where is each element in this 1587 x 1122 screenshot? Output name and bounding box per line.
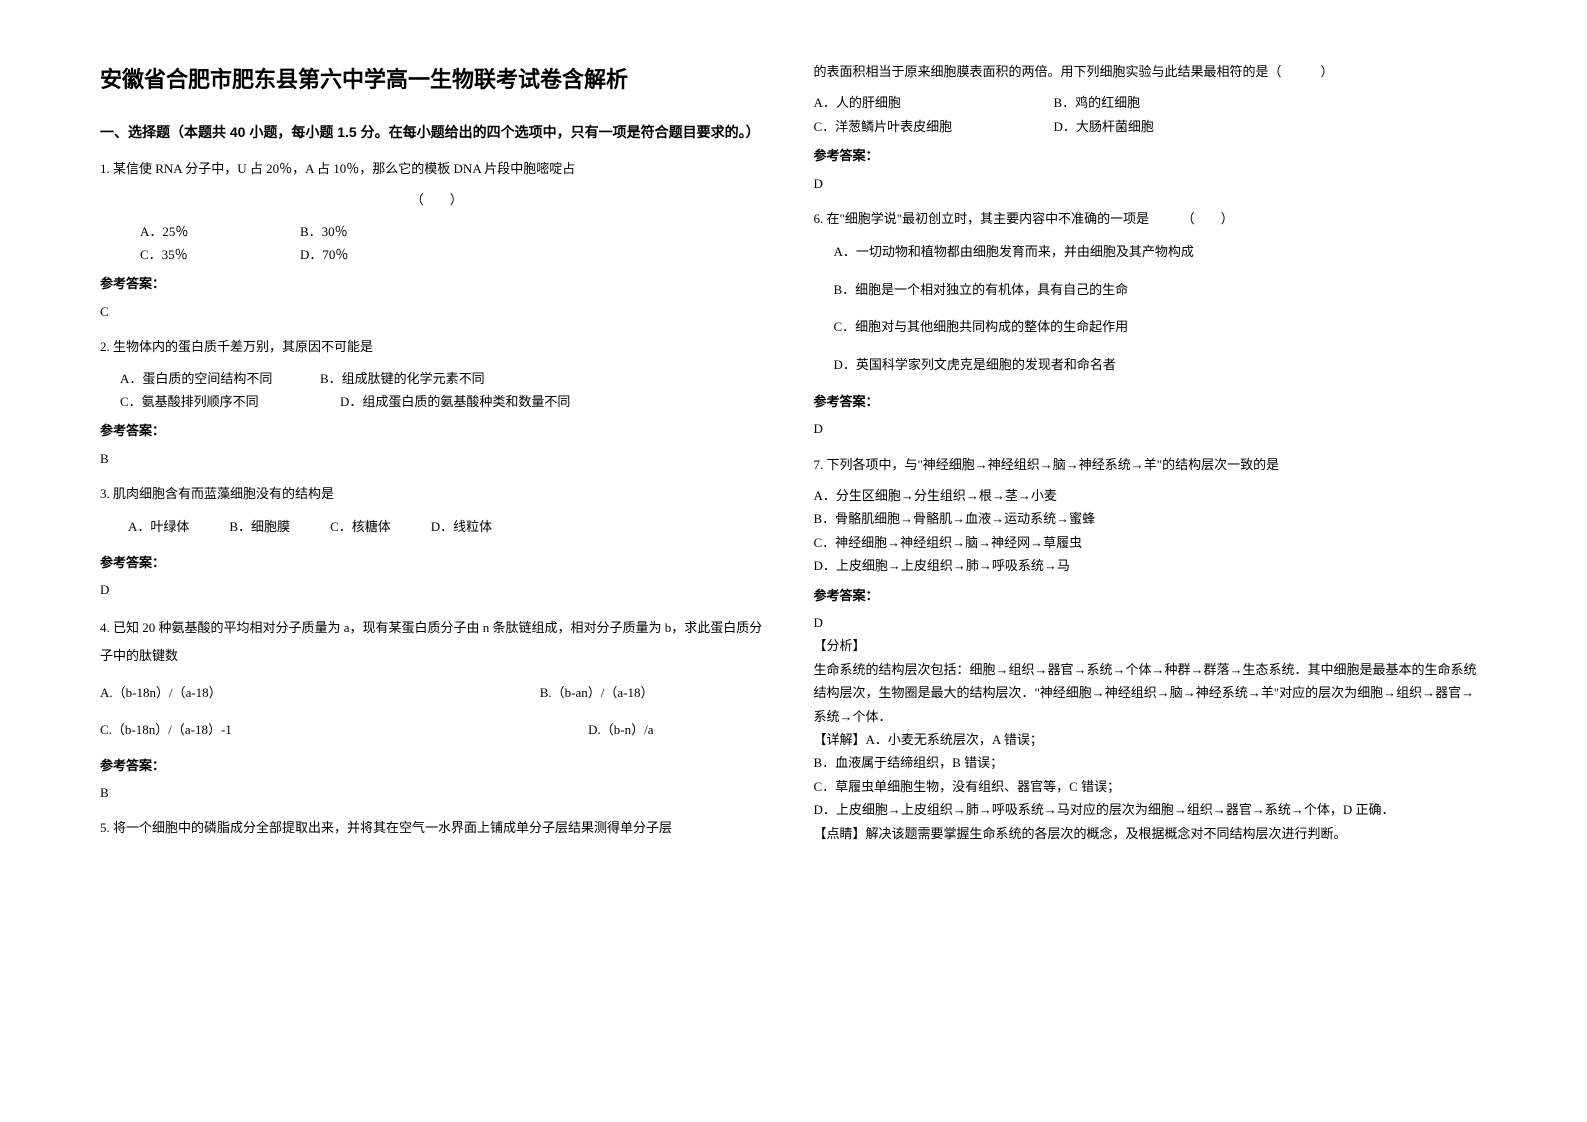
q7-tip-label: 【点睛】 [814,826,866,841]
q5-text2: 的表面积相当于原来细胞膜表面积的两倍。用下列细胞实验与此结果最相符的是（ ） [814,60,1488,83]
q5-answer-label: 参考答案： [814,144,1488,167]
question-4: 4. 已知 20 种氨基酸的平均相对分子质量为 a，现有某蛋白质分子由 n 条肽… [100,614,774,805]
q1-opt-b: B．30％ [300,220,348,243]
q4-row2: C.（b-18n）/（a-18）-1 D.（b-n）/a [100,718,774,741]
q1-answer: C [100,300,774,323]
q3-opt-b: B．细胞膜 [229,515,290,538]
q7-detail-b: B．血液属于结缔组织，B 错误； [814,751,1488,774]
q7-text: 7. 下列各项中，与"神经细胞→神经组织→脑→神经系统→羊"的结构层次一致的是 [814,453,1488,476]
q4-answer: B [100,781,774,804]
q2-text: 2. 生物体内的蛋白质千差万别，其原因不可能是 [100,335,774,358]
q1-answer-label: 参考答案： [100,272,774,295]
q4-opt-b: B.（b-an）/（a-18） [540,681,654,704]
q2-opt-d: D．组成蛋白质的氨基酸种类和数量不同 [340,390,570,413]
question-3: 3. 肌肉细胞含有而蓝藻细胞没有的结构是 A．叶绿体 B．细胞膜 C．核糖体 D… [100,482,774,602]
q6-opt-a: A．一切动物和植物都由细胞发育而来，并由细胞及其产物构成 [814,240,1488,263]
q5-opt-c: C．洋葱鳞片叶表皮细胞 [814,115,1054,138]
q5-opt-d: D．大肠杆菌细胞 [1054,115,1154,138]
q6-opt-c: C．细胞对与其他细胞共同构成的整体的生命起作用 [814,315,1488,338]
q2-opt-b: B．组成肽键的化学元素不同 [320,367,485,390]
q4-text: 4. 已知 20 种氨基酸的平均相对分子质量为 a，现有某蛋白质分子由 n 条肽… [100,614,774,671]
q3-opt-c: C．核糖体 [330,515,391,538]
q3-options: A．叶绿体 B．细胞膜 C．核糖体 D．线粒体 [100,515,774,538]
q7-opt-a: A．分生区细胞→分生组织→根→茎→小麦 [814,484,1488,507]
question-7: 7. 下列各项中，与"神经细胞→神经组织→脑→神经系统→羊"的结构层次一致的是 … [814,453,1488,845]
question-1: 1. 某信使 RNA 分子中，U 占 20％，A 占 10％，那么它的模板 DN… [100,157,774,323]
q6-text: 6. 在"细胞学说"最初创立时，其主要内容中不准确的一项是 （ ） [814,207,1488,230]
q7-answer-label: 参考答案： [814,584,1488,607]
section-header: 一、选择题（本题共 40 小题，每小题 1.5 分。在每小题给出的四个选项中，只… [100,120,774,145]
right-column: 的表面积相当于原来细胞膜表面积的两倍。用下列细胞实验与此结果最相符的是（ ） A… [794,60,1508,1062]
q7-detail-c: C．草履虫单细胞生物，没有组织、器官等，C 错误； [814,775,1488,798]
q1-options: A．25％ B．30％ C．35％ D．70％ [100,220,774,267]
q4-opt-d: D.（b-n）/a [588,718,653,741]
q2-answer-label: 参考答案： [100,419,774,442]
q4-row1: A.（b-18n）/（a-18） B.（b-an）/（a-18） [100,681,774,704]
q3-answer: D [100,578,774,601]
q2-opt-a: A．蛋白质的空间结构不同 [120,367,320,390]
q5-opt-a: A．人的肝细胞 [814,91,1054,114]
q6-opt-b: B．细胞是一个相对独立的有机体，具有自己的生命 [814,278,1488,301]
q7-detail-a: A．小麦无系统层次，A 错误； [866,732,1043,747]
question-6: 6. 在"细胞学说"最初创立时，其主要内容中不准确的一项是 （ ） A．一切动物… [814,207,1488,441]
q7-detail-label: 【详解】 [814,732,866,747]
q4-opt-c: C.（b-18n）/（a-18）-1 [100,718,232,741]
question-2: 2. 生物体内的蛋白质千差万别，其原因不可能是 A．蛋白质的空间结构不同 B．组… [100,335,774,470]
q4-opt-a: A.（b-18n）/（a-18） [100,681,222,704]
question-5-part2: 的表面积相当于原来细胞膜表面积的两倍。用下列细胞实验与此结果最相符的是（ ） A… [814,60,1488,195]
q1-text: 1. 某信使 RNA 分子中，U 占 20％，A 占 10％，那么它的模板 DN… [100,157,774,180]
q7-opt-d: D．上皮细胞→上皮组织→肺→呼吸系统→马 [814,554,1488,577]
q7-detail-block: 【详解】A．小麦无系统层次，A 错误； [814,728,1488,751]
q7-opt-c: C．神经细胞→神经组织→脑→神经网→草履虫 [814,531,1488,554]
q1-opt-d: D．70％ [300,243,348,266]
exam-title: 安徽省合肥市肥东县第六中学高一生物联考试卷含解析 [100,60,774,100]
q7-analysis-label: 【分析】 [814,634,1488,657]
q5-answer: D [814,172,1488,195]
q1-paren: （ ） [100,188,774,211]
q7-detail-d: D．上皮细胞→上皮组织→肺→呼吸系统→马对应的层次为细胞→组织→器官→系统→个体… [814,798,1488,821]
q3-text: 3. 肌肉细胞含有而蓝藻细胞没有的结构是 [100,482,774,505]
q7-tip: 解决该题需要掌握生命系统的各层次的概念，及根据概念对不同结构层次进行判断。 [866,826,1347,841]
q3-opt-a: A．叶绿体 [128,515,189,538]
q2-answer: B [100,447,774,470]
q6-answer-label: 参考答案： [814,390,1488,413]
q5-text: 5. 将一个细胞中的磷脂成分全部提取出来，并将其在空气一水界面上铺成单分子层结果… [100,816,774,839]
q2-options: A．蛋白质的空间结构不同 B．组成肽键的化学元素不同 C．氨基酸排列顺序不同 D… [100,367,774,414]
q2-opt-c: C．氨基酸排列顺序不同 [120,390,340,413]
left-column: 安徽省合肥市肥东县第六中学高一生物联考试卷含解析 一、选择题（本题共 40 小题… [80,60,794,1062]
q7-analysis: 生命系统的结构层次包括：细胞→组织→器官→系统→个体→种群→群落→生态系统．其中… [814,658,1488,728]
question-5-part1: 5. 将一个细胞中的磷脂成分全部提取出来，并将其在空气一水界面上铺成单分子层结果… [100,816,774,839]
q3-answer-label: 参考答案： [100,551,774,574]
q7-answer: D [814,611,1488,634]
q7-opt-b: B．骨骼肌细胞→骨骼肌→血液→运动系统→蜜蜂 [814,507,1488,530]
q3-opt-d: D．线粒体 [431,515,492,538]
q5-opt-b: B．鸡的红细胞 [1054,91,1141,114]
q5-row2: C．洋葱鳞片叶表皮细胞 D．大肠杆菌细胞 [814,115,1488,138]
q6-answer: D [814,417,1488,440]
q7-tip-block: 【点睛】解决该题需要掌握生命系统的各层次的概念，及根据概念对不同结构层次进行判断… [814,822,1488,845]
q6-opt-d: D．英国科学家列文虎克是细胞的发现者和命名者 [814,353,1488,376]
q1-opt-a: A．25％ [140,220,300,243]
q5-row1: A．人的肝细胞 B．鸡的红细胞 [814,91,1488,114]
q1-opt-c: C．35％ [140,243,300,266]
q4-answer-label: 参考答案： [100,754,774,777]
